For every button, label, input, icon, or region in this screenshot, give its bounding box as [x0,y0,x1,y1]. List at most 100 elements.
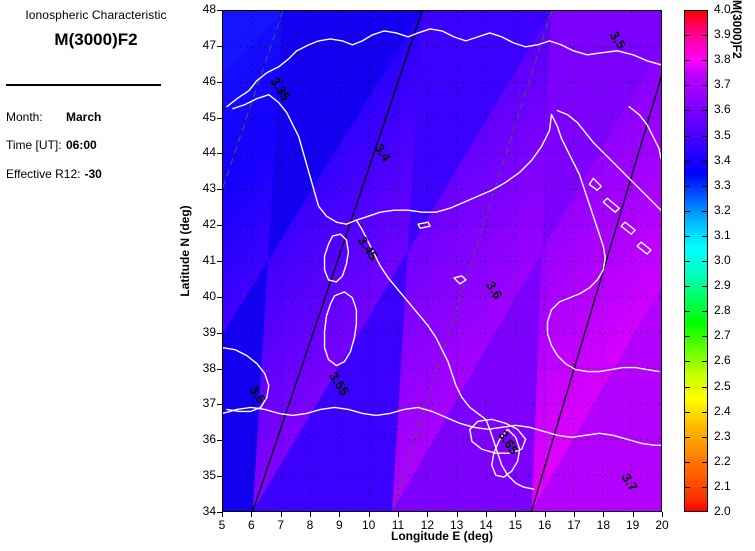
colorbar-tick-mark [702,210,708,212]
colorbar-tick-label: 3.0 [714,253,731,267]
colorbar-tick-mark [702,461,708,463]
meta-row-month: Month: March [6,110,101,124]
colorbar-tick-mark [702,60,708,62]
colorbar-tick-mark [702,160,708,162]
x-tick-mark [427,512,429,517]
y-tick-mark [217,225,222,227]
colorbar-tick-mark [702,286,708,288]
colorbar-tick-mark [702,35,708,37]
y-tick-mark [217,81,222,83]
x-tick-mark [515,512,517,517]
colorbar-tick-mark [702,110,708,112]
y-tick-label: 44 [202,145,216,160]
colorbar-tick-label: 3.5 [714,127,731,142]
y-tick-label: 46 [202,73,216,88]
colorbar-tick-mark [684,110,690,112]
x-tick-label: 15 [508,518,522,532]
x-tick-mark [632,512,634,517]
colorbar-tick-mark [684,35,690,37]
x-tick-label: 14 [479,518,493,532]
x-tick-mark [222,512,223,517]
coastline-layer [223,28,661,490]
x-axis-label: Longitude E (deg) [391,529,493,543]
y-tick-mark [217,10,222,11]
x-tick-label: 20 [655,518,669,532]
colorbar-tick-mark [684,160,690,162]
colorbar-tick-label: 3.3 [714,177,731,192]
colorbar-tick-mark [684,286,690,288]
colorbar-tick-mark [684,411,690,413]
x-tick-label: 11 [391,518,405,532]
colorbar-tick-mark [702,386,708,388]
colorbar-tick-mark [684,135,690,137]
x-tick-mark [544,512,546,517]
colorbar-tick-label: 2.3 [714,428,731,443]
colorbar-tick-mark [684,60,690,62]
x-tick-label: 19 [625,518,640,532]
x-tick-mark [398,512,399,517]
meta-label-month: Month: [6,110,43,124]
colorbar-tick-label: 3.7 [714,77,731,92]
x-tick-label: 5 [218,518,226,532]
colorbar-tick-mark [684,185,690,187]
y-tick-mark [217,476,222,478]
colorbar-tick-mark [702,185,708,187]
colorbar-tick-mark [702,361,708,363]
colorbar-tick-mark [684,235,690,237]
x-tick-label: 6 [247,518,255,532]
colorbar-tick-mark [702,261,708,262]
y-tick-label: 47 [202,37,216,52]
chart-title: M(3000)F2 [54,30,138,49]
info-panel: Ionospheric Characteristic M(3000)F2 Mon… [0,0,200,551]
meta-label-r12: Effective R12: [6,167,81,181]
y-tick-mark [217,189,222,191]
colorbar-tick-label: 2.7 [714,328,731,343]
colorbar-tick-label: 3.8 [714,52,731,67]
colorbar-tick-mark [702,311,708,313]
y-tick-mark [217,404,222,406]
y-tick-mark [217,261,222,262]
meta-row-time: Time [UT]: 06:00 [6,138,97,152]
x-tick-label: 16 [537,518,552,532]
colorbar-tick-mark [684,486,690,488]
contour-lines [223,11,661,511]
panel-divider [6,84,161,86]
colorbar-tick-mark [702,336,708,338]
x-tick-label: 12 [420,518,434,532]
colorbar-tick-label: 2.0 [714,504,731,518]
colorbar-tick-mark [702,411,708,413]
meta-label-time: Time [UT]: [6,138,62,152]
colorbar-tick-mark [684,361,690,363]
colorbar-tick-mark [702,436,708,438]
x-tick-label: 7 [277,518,284,532]
colorbar-tick-mark [702,135,708,137]
colorbar-tick-mark [684,210,690,212]
y-tick-label: 35 [202,468,216,483]
y-tick-label: 41 [202,253,216,267]
y-tick-label: 37 [202,396,216,411]
x-tick-mark [310,512,311,517]
colorbar-tick-label: 2.9 [714,278,731,293]
colorbar-tick-mark [684,85,690,87]
colorbar-tick-mark [702,486,708,488]
x-tick-mark [486,512,487,517]
x-tick-mark [603,512,605,517]
colorbar-tick-mark [702,235,708,237]
colorbar-tick-label: 3.4 [714,152,731,167]
y-tick-label: 39 [202,324,216,339]
x-tick-label: 10 [361,518,376,532]
meta-value-time: 06:00 [66,138,97,152]
colorbar-label: M(3000)F2 [730,0,744,59]
x-tick-label: 8 [306,518,314,532]
y-tick-label: 43 [202,181,216,196]
x-tick-label: 18 [596,518,610,532]
colorbar-tick-label: 2.2 [714,453,731,468]
y-tick-label: 36 [202,432,216,447]
colorbar-tick-mark [684,336,690,338]
x-tick-label: 13 [449,518,464,532]
y-tick-mark [217,45,222,47]
colorbar-tick-mark [684,386,690,388]
colorbar-tick-label: 2.5 [714,378,731,393]
colorbar-tick-mark [702,85,708,87]
colorbar-tick-label: 2.8 [714,303,731,318]
